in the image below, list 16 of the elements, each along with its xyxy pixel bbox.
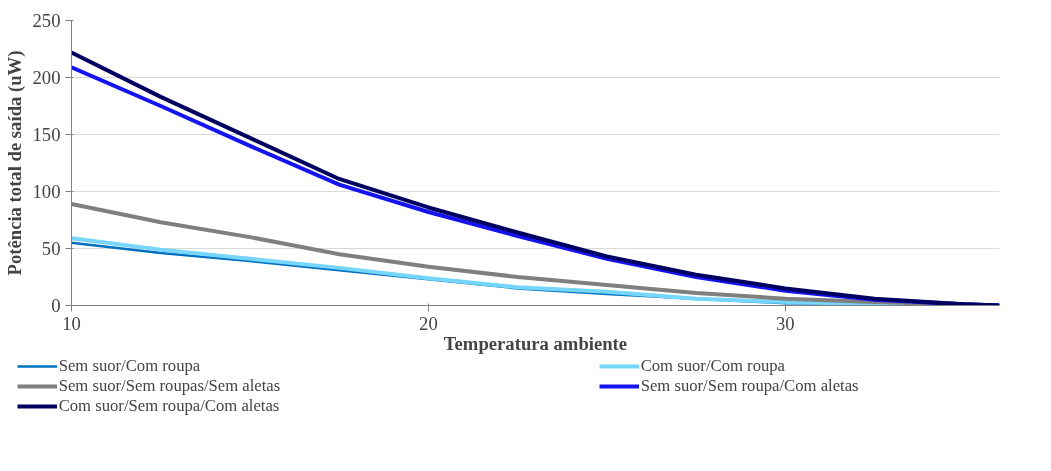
- x-axis-title: Temperatura ambiente: [443, 332, 628, 354]
- y-tick-label: 50: [41, 238, 61, 259]
- y-tick-label: 150: [32, 124, 61, 145]
- legend-label: Sem suor/Sem roupa/Com aletas: [640, 376, 860, 396]
- legend-label: Com suor/Sem roupa/Com aletas: [58, 396, 281, 416]
- x-tick-label: 10: [62, 312, 81, 334]
- y-tick-label: 100: [32, 181, 61, 202]
- y-tick-label: 200: [32, 67, 61, 88]
- legend-label: Sem suor/Com roupa: [58, 356, 202, 376]
- y-tick-label: 0: [51, 295, 61, 316]
- x-tick-label: 30: [776, 312, 795, 334]
- legend-label: Sem suor/Sem roupas/Sem aletas: [58, 376, 282, 396]
- x-tick-label: 20: [419, 312, 438, 334]
- y-axis-title: Potência total de saída (uW): [3, 50, 26, 276]
- legend-label: Com suor/Com roupa: [640, 356, 786, 376]
- y-tick-label: 250: [32, 10, 61, 31]
